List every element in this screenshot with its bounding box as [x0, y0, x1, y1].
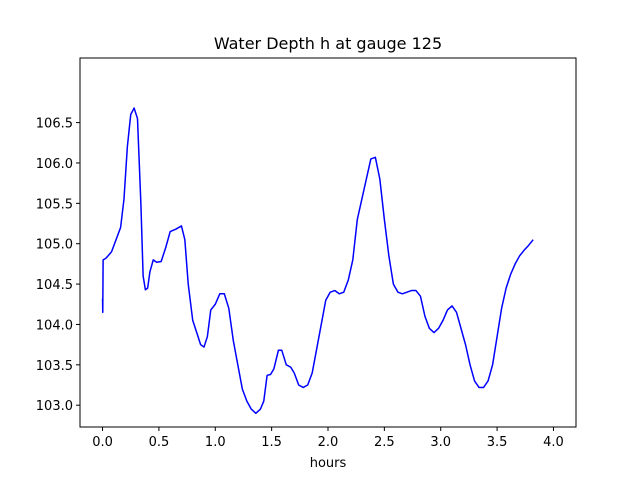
plot-frame: [79, 57, 577, 428]
x-tick-label: 1.5: [261, 435, 282, 450]
y-tick-label: 106.5: [36, 117, 73, 132]
y-tick-label: 103.5: [36, 359, 73, 374]
x-axis-ticks: 0.0 0.5 1.0 1.5 2.0 2.5 3.0 3.5 4.0: [92, 427, 564, 450]
y-tick-label: 104.0: [36, 318, 73, 333]
x-tick-label: 1.0: [205, 435, 226, 450]
x-tick-label: 2.5: [374, 435, 395, 450]
x-tick-label: 3.5: [487, 435, 508, 450]
x-tick-label: 0.0: [92, 435, 113, 450]
y-axis-ticks: 103.0 103.5 104.0 104.5 105.0 105.5 106.0 106.5: [36, 117, 80, 414]
y-tick-label: 104.5: [36, 278, 73, 293]
x-tick-label: 2.0: [318, 435, 339, 450]
x-tick-label: 0.5: [149, 435, 170, 450]
x-tick-label: 4.0: [543, 435, 564, 450]
series-line: [101, 107, 534, 415]
x-axis-label: hours: [310, 456, 347, 471]
chart-title: Water Depth h at gauge 125: [214, 34, 442, 53]
x-tick-label: 3.0: [430, 435, 451, 450]
y-tick-label: 105.0: [36, 238, 73, 253]
y-tick-label: 105.5: [36, 197, 73, 212]
y-tick-label: 103.0: [36, 399, 73, 414]
y-tick-label: 106.0: [36, 157, 73, 172]
